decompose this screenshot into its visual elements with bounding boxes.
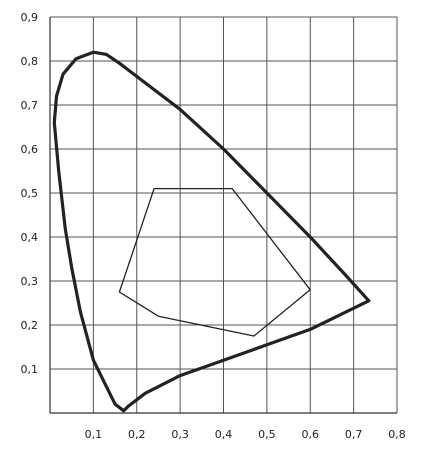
- gamut-polygon-series: [118, 187, 311, 337]
- x-tick-label-0: 0,1: [85, 428, 103, 441]
- y-tick-label-5: 0,6: [21, 143, 39, 156]
- y-tick-labels: 0,1 0,2 0,3 0,4 0,5 0,6 0,7 0,8 0,9: [21, 11, 39, 376]
- x-tick-label-2: 0,3: [171, 428, 189, 441]
- series-layer: [52, 50, 371, 413]
- y-tick-label-0: 0,1: [21, 363, 39, 376]
- x-tick-label-1: 0,2: [128, 428, 146, 441]
- y-tick-label-2: 0,3: [21, 275, 39, 288]
- y-tick-label-8: 0,9: [21, 11, 39, 24]
- plot-frame: [49, 17, 397, 414]
- x-tick-label-6: 0,7: [345, 428, 363, 441]
- x-tick-label-4: 0,5: [258, 428, 276, 441]
- x-tick-label-7: 0,8: [388, 428, 406, 441]
- x-tick-label-3: 0,4: [215, 428, 233, 441]
- spectral-locus-series: [52, 50, 371, 413]
- x-tick-label-5: 0,6: [302, 428, 320, 441]
- y-tick-label-6: 0,7: [21, 99, 39, 112]
- y-tick-label-1: 0,2: [21, 319, 39, 332]
- y-tick-label-7: 0,8: [21, 55, 39, 68]
- x-tick-labels: 0,1 0,2 0,3 0,4 0,5 0,6 0,7 0,8: [85, 428, 406, 441]
- y-tick-label-3: 0,4: [21, 231, 39, 244]
- y-tick-label-4: 0,5: [21, 187, 39, 200]
- grid-lines: [50, 16, 398, 413]
